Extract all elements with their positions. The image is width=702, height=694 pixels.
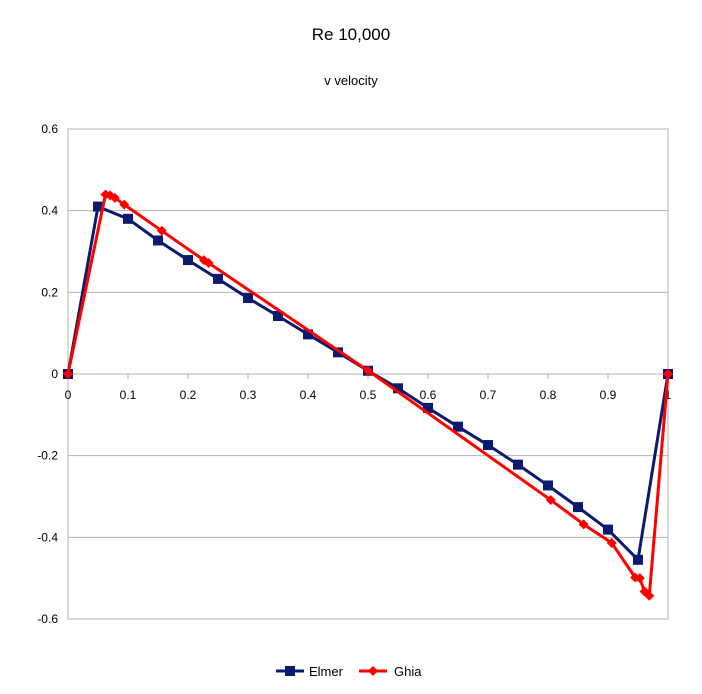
x-tick-label: 0.2 xyxy=(180,388,197,402)
data-point-ghia xyxy=(644,590,655,601)
x-tick-label: 0.1 xyxy=(120,388,137,402)
legend: Elmer Ghia xyxy=(276,664,422,679)
data-point-elmer xyxy=(213,273,223,284)
data-point-ghia xyxy=(156,225,167,236)
chart-subtitle: v velocity xyxy=(324,73,378,88)
data-point-elmer xyxy=(123,213,133,224)
data-point-elmer xyxy=(543,480,553,491)
legend-label-elmer: Elmer xyxy=(309,664,344,679)
data-point-elmer xyxy=(423,402,433,413)
x-tick-label: 0.6 xyxy=(420,388,437,402)
data-point-ghia xyxy=(578,519,589,530)
data-point-ghia xyxy=(606,538,617,549)
data-point-elmer xyxy=(453,421,463,432)
y-tick-label: -0.4 xyxy=(37,530,58,544)
x-tick-label: 0.4 xyxy=(300,388,317,402)
data-point-ghia xyxy=(634,573,645,584)
data-point-ghia xyxy=(203,257,214,268)
chart-title: Re 10,000 xyxy=(312,25,390,44)
data-point-elmer xyxy=(483,440,493,451)
data-point-elmer xyxy=(333,347,343,358)
data-point-elmer xyxy=(393,383,403,394)
series-layer xyxy=(63,189,673,601)
y-tick-label: -0.2 xyxy=(37,449,58,463)
data-point-elmer xyxy=(243,293,253,304)
data-point-ghia xyxy=(545,495,556,506)
data-point-elmer xyxy=(153,235,163,246)
legend-marker-ghia xyxy=(368,666,378,676)
data-point-elmer xyxy=(513,459,523,470)
y-tick-label: 0 xyxy=(51,367,58,381)
data-point-elmer xyxy=(303,329,313,340)
y-tick-label: 0.4 xyxy=(41,204,58,218)
axes-layer: 0.6 0.4 0.2 0 -0.2 -0.4 -0.6 0 0.1 0.2 0.3 0.4 0.5 0.… xyxy=(37,122,671,626)
data-point-ghia xyxy=(663,369,673,379)
data-point-elmer xyxy=(93,201,103,212)
data-point-elmer xyxy=(273,311,283,322)
data-point-ghia xyxy=(363,365,373,376)
data-point-elmer xyxy=(603,524,613,535)
y-tick-label: 0.2 xyxy=(41,285,58,299)
y-tick-label: 0.6 xyxy=(41,122,58,136)
data-point-elmer xyxy=(573,502,583,513)
y-tick-label: -0.6 xyxy=(37,612,58,626)
x-tick-label: 0.8 xyxy=(540,388,557,402)
legend-label-ghia: Ghia xyxy=(394,664,422,679)
data-point-ghia xyxy=(63,369,73,379)
x-tick-label: 0.7 xyxy=(480,388,497,402)
x-tick-label: 0.9 xyxy=(600,388,617,402)
x-tick-label: 0.5 xyxy=(360,388,377,402)
data-point-ghia xyxy=(119,199,130,210)
data-point-ghia xyxy=(109,192,120,203)
legend-marker-elmer xyxy=(285,666,295,676)
data-point-elmer xyxy=(633,554,643,565)
data-point-elmer xyxy=(183,255,193,266)
x-tick-label: 0 xyxy=(65,388,72,402)
x-tick-label: 1 xyxy=(665,388,672,402)
x-tick-label: 0.3 xyxy=(240,388,257,402)
